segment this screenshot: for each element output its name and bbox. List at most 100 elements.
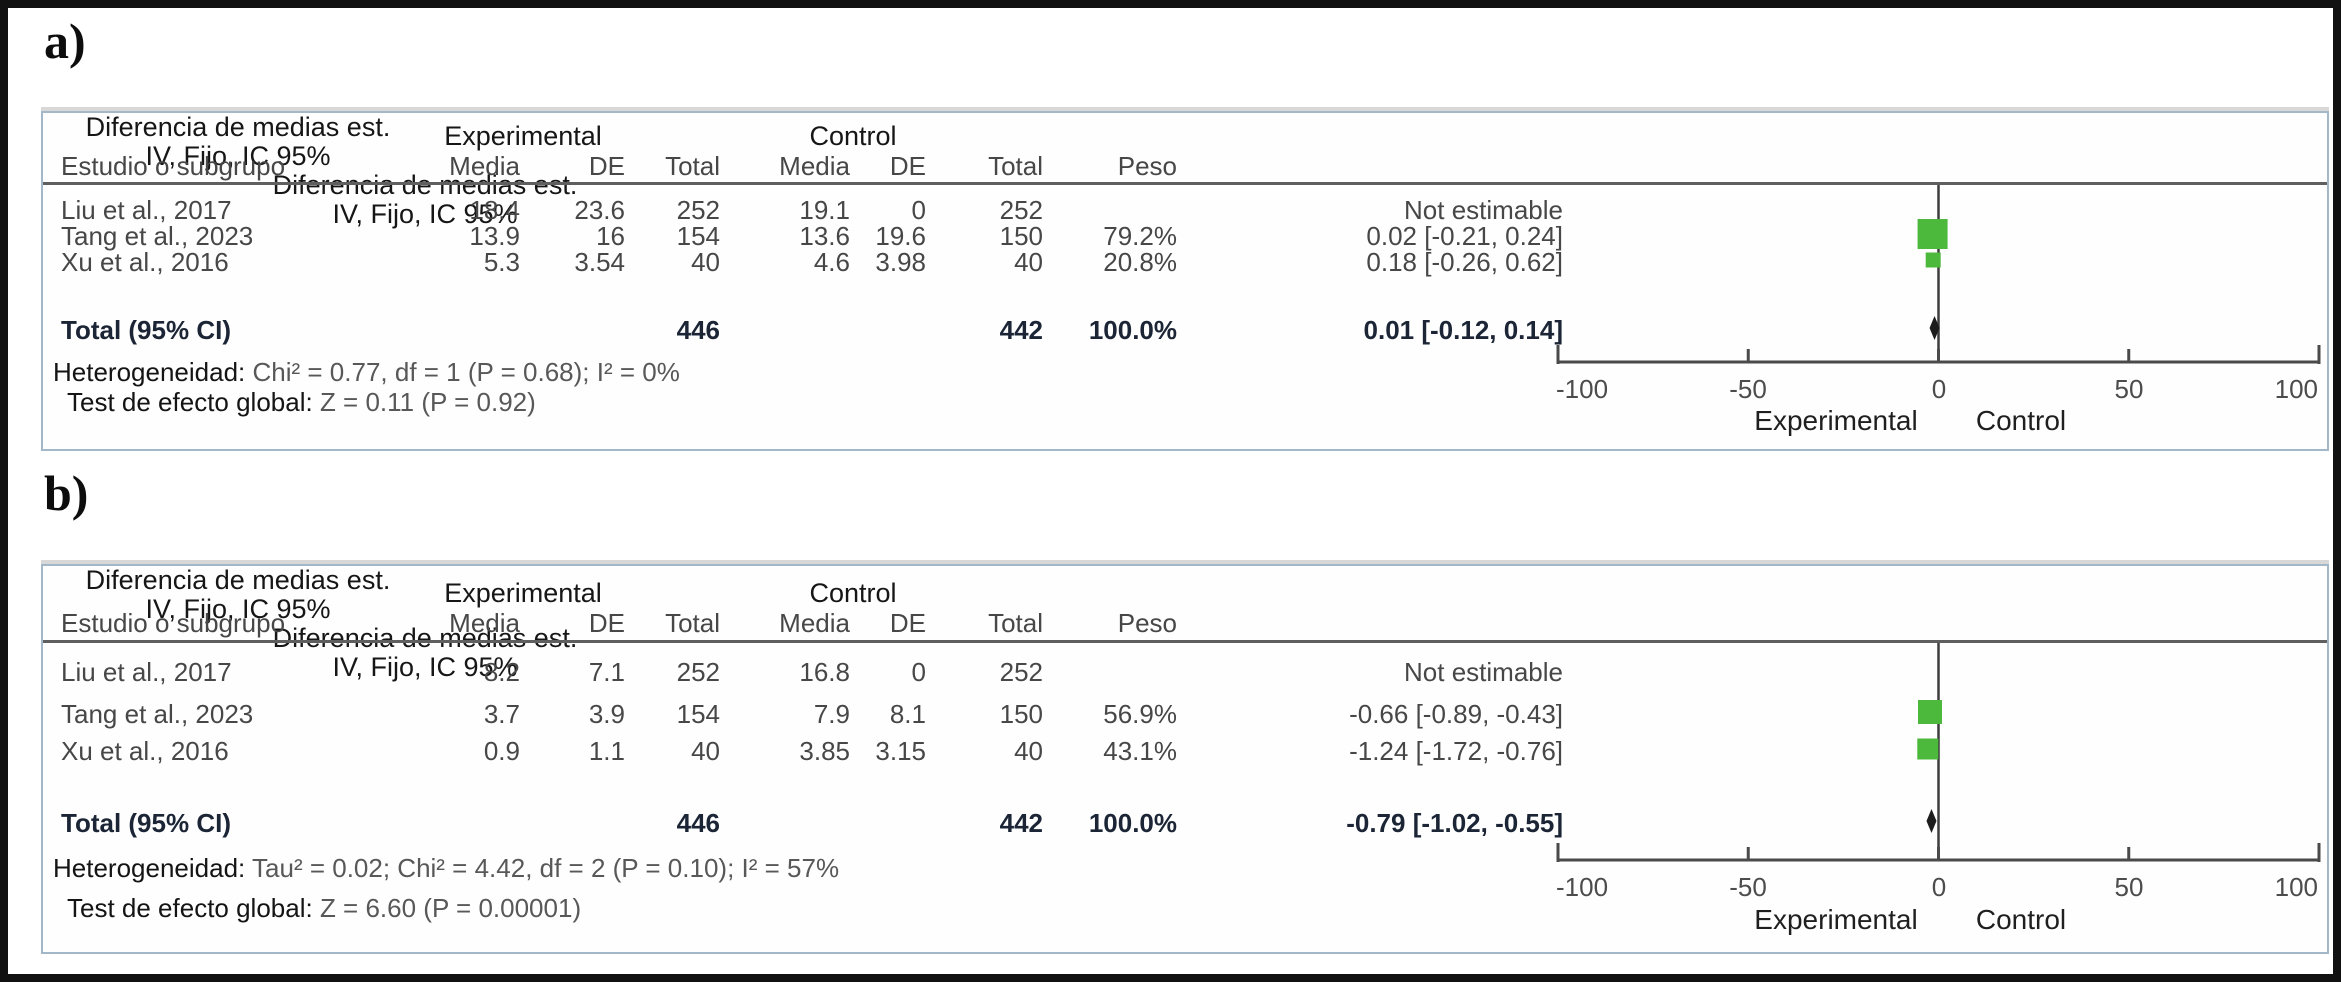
total-effect-estimate: -0.79 [-1.02, -0.55] bbox=[1346, 808, 1563, 838]
panel-b-label: b) bbox=[44, 465, 89, 521]
overall-effect-label: Test de efecto global: bbox=[67, 387, 313, 417]
overall-effect-stats: Z = 0.11 (P = 0.92) bbox=[319, 387, 536, 417]
plot-header-line1: Diferencia de medias est. bbox=[272, 623, 578, 653]
study-row-xu: Xu et al., 2016 0.9 1.1 40 3.85 3.15 40 … bbox=[43, 736, 2327, 766]
total-exp-n: 446 bbox=[676, 315, 720, 345]
total-label: Total (95% CI) bbox=[61, 315, 231, 345]
forest-plot-svg bbox=[1556, 185, 2321, 364]
effect-header-line1: Diferencia de medias est. bbox=[85, 112, 391, 142]
total-effect-estimate: 0.01 [-0.12, 0.14] bbox=[1363, 315, 1563, 345]
exp-de: 3.9 bbox=[588, 699, 625, 729]
exp-de: 3.54 bbox=[574, 247, 625, 277]
axis-tick-label: -100 bbox=[1556, 374, 1609, 404]
effect-estimate: Not estimable bbox=[1404, 657, 1563, 687]
col-header-media-ctl: Media bbox=[779, 151, 850, 181]
axis-tick-label: 100 bbox=[2274, 374, 2318, 404]
ctl-total: 252 bbox=[999, 657, 1043, 687]
ctl-media: 16.8 bbox=[799, 657, 850, 687]
study-row-liu: Liu et al., 2017 8.2 7.1 252 16.8 0 252 … bbox=[43, 657, 2327, 687]
plot-column-header: Diferencia de medias est. IV, Fijo, IC 9… bbox=[43, 171, 807, 229]
heterogeneity-label: Heterogeneidad: bbox=[53, 853, 246, 883]
plot-column-header: Diferencia de medias est. IV, Fijo, IC 9… bbox=[43, 624, 807, 682]
exp-media: 8.2 bbox=[483, 657, 520, 687]
heterogeneity-row: Heterogeneidad: Chi² = 0.77, df = 1 (P =… bbox=[53, 357, 680, 388]
column-header-row: Estudio o subgrupo Media DE Total Media … bbox=[43, 608, 2327, 638]
study-name: Tang et al., 2023 bbox=[61, 221, 254, 251]
effect-estimate: Not estimable bbox=[1404, 195, 1563, 225]
study-name: Liu et al., 2017 bbox=[61, 195, 232, 225]
exp-de: 23.6 bbox=[574, 195, 625, 225]
col-header-peso: Peso bbox=[1117, 608, 1177, 638]
ctl-total: 150 bbox=[999, 699, 1043, 729]
ctl-media: 4.6 bbox=[813, 247, 850, 277]
axis-tick-label: 0 bbox=[1931, 374, 1947, 404]
ctl-de: 3.98 bbox=[875, 247, 926, 277]
exp-media: 0.9 bbox=[483, 736, 520, 766]
weight: 43.1% bbox=[1103, 736, 1177, 766]
exp-total: 154 bbox=[676, 699, 720, 729]
heterogeneity-row: Heterogeneidad: Tau² = 0.02; Chi² = 4.42… bbox=[53, 853, 839, 884]
heterogeneity-stats: Chi² = 0.77, df = 1 (P = 0.68); I² = 0% bbox=[252, 357, 680, 387]
forest-plot-area: -100 -50 0 50 100 Experimental Control bbox=[1556, 113, 2321, 449]
group-header-control: Control bbox=[809, 121, 897, 151]
study-name: Tang et al., 2023 bbox=[61, 699, 254, 729]
study-row-tang: Tang et al., 2023 13.9 16 154 13.6 19.6 … bbox=[43, 221, 2327, 251]
weight: 79.2% bbox=[1103, 221, 1177, 251]
ctl-de: 0 bbox=[911, 657, 926, 687]
col-header-total-ctl: Total bbox=[988, 608, 1043, 638]
total-label: Total (95% CI) bbox=[61, 808, 231, 838]
group-header-experimental: Experimental bbox=[444, 578, 602, 608]
group-header-control: Control bbox=[809, 578, 897, 608]
effect-header-line1: Diferencia de medias est. bbox=[85, 565, 391, 595]
ctl-media: 13.6 bbox=[799, 221, 850, 251]
ctl-de: 8.1 bbox=[889, 699, 926, 729]
ctl-de: 0 bbox=[911, 195, 926, 225]
axis-label-control: Control bbox=[1975, 405, 2067, 436]
forest-panel-b: Experimental Control Diferencia de media… bbox=[41, 564, 2329, 954]
forest-panel-a: Experimental Control Diferencia de media… bbox=[41, 111, 2329, 451]
total-exp-n: 446 bbox=[676, 808, 720, 838]
exp-de: 16 bbox=[596, 221, 625, 251]
header-rule bbox=[43, 182, 2327, 185]
exp-total: 40 bbox=[691, 736, 720, 766]
plot-header-line1: Diferencia de medias est. bbox=[272, 170, 578, 200]
ctl-total: 252 bbox=[999, 195, 1043, 225]
total-weight: 100.0% bbox=[1088, 808, 1177, 838]
overall-effect-row: Test de efecto global: Z = 6.60 (P = 0.0… bbox=[67, 893, 581, 924]
ctl-media: 3.85 bbox=[799, 736, 850, 766]
ctl-total: 150 bbox=[999, 221, 1043, 251]
study-row-xu: Xu et al., 2016 5.3 3.54 40 4.6 3.98 40 … bbox=[43, 247, 2327, 277]
col-header-study: Estudio o subgrupo bbox=[61, 151, 286, 181]
ctl-total: 40 bbox=[1014, 247, 1043, 277]
heterogeneity-stats: Tau² = 0.02; Chi² = 4.42, df = 2 (P = 0.… bbox=[252, 853, 840, 883]
overall-effect-stats: Z = 6.60 (P = 0.00001) bbox=[319, 893, 582, 923]
overall-effect-label: Test de efecto global: bbox=[67, 893, 313, 923]
col-header-total-ctl: Total bbox=[988, 151, 1043, 181]
effect-estimate: -1.24 [-1.72, -0.76] bbox=[1349, 736, 1563, 766]
exp-media: 18.4 bbox=[469, 195, 520, 225]
axis-label-experimental: Experimental bbox=[1754, 405, 1918, 436]
weight: 20.8% bbox=[1103, 247, 1177, 277]
effect-estimate: -0.66 [-0.89, -0.43] bbox=[1349, 699, 1563, 729]
plot-header-line2: IV, Fijo, IC 95% bbox=[332, 199, 518, 229]
effect-estimate: 0.02 [-0.21, 0.24] bbox=[1366, 221, 1563, 251]
total-ctl-n: 442 bbox=[999, 315, 1043, 345]
axis-label-experimental: Experimental bbox=[1754, 904, 1918, 935]
axis-tick-label: -50 bbox=[1729, 872, 1767, 902]
column-header-row: Estudio o subgrupo Media DE Total Media … bbox=[43, 151, 2327, 181]
study-row-tang: Tang et al., 2023 3.7 3.9 154 7.9 8.1 15… bbox=[43, 699, 2327, 729]
exp-de: 1.1 bbox=[588, 736, 625, 766]
weight: 56.9% bbox=[1103, 699, 1177, 729]
header-rule bbox=[43, 640, 2327, 643]
exp-media: 5.3 bbox=[483, 247, 520, 277]
plot-header-line2: IV, Fijo, IC 95% bbox=[332, 652, 518, 682]
col-header-peso: Peso bbox=[1117, 151, 1177, 181]
heterogeneity-label: Heterogeneidad: bbox=[53, 357, 246, 387]
col-header-media-exp: Media bbox=[449, 608, 520, 638]
group-header-experimental: Experimental bbox=[444, 121, 602, 151]
total-weight: 100.0% bbox=[1088, 315, 1177, 345]
ctl-media: 19.1 bbox=[799, 195, 850, 225]
axis-tick-label: 0 bbox=[1931, 872, 1947, 902]
study-name: Xu et al., 2016 bbox=[61, 736, 229, 766]
